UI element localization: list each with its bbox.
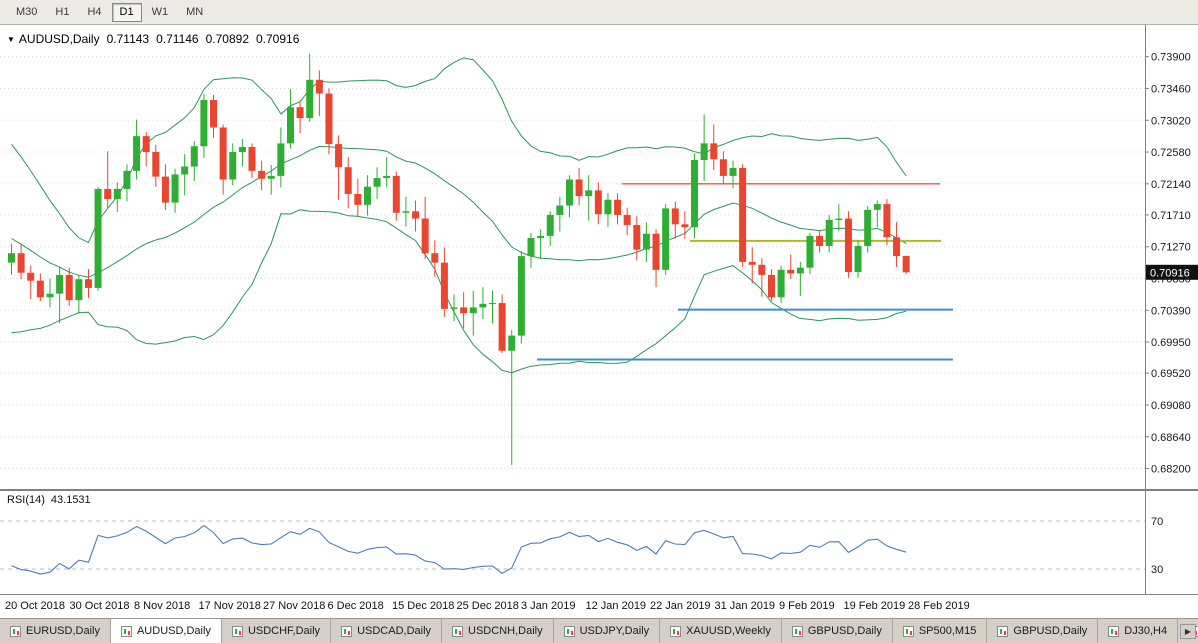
chart-tab-xauusd-weekly[interactable]: XAUUSD,Weekly [660,619,782,643]
time-axis-label: 31 Jan 2019 [714,600,776,612]
time-axis-label: 20 Oct 2018 [5,600,65,612]
mini-chart-icon [231,625,243,637]
quote-open: 0.71143 [106,32,150,46]
mini-chart-icon [902,625,914,637]
svg-text:30: 30 [1151,564,1163,576]
svg-text:0.69950: 0.69950 [1151,337,1191,349]
mini-chart-icon [1108,625,1120,637]
candles-layer [8,53,910,465]
chart-tab-gbpusd-daily[interactable]: GBPUSD,Daily [782,619,893,643]
quote-close: 0.70916 [256,32,300,46]
time-axis-label: 8 Nov 2018 [134,600,191,612]
svg-text:0.68200: 0.68200 [1151,464,1191,476]
svg-text:0.73900: 0.73900 [1151,52,1191,64]
mini-chart-icon [452,625,464,637]
time-axis-label: 9 Feb 2019 [779,600,835,612]
chart-tab-label: AUDUSD,Daily [136,625,211,637]
svg-text:0.72140: 0.72140 [1151,179,1191,191]
chart-tab-usdjpy-daily[interactable]: USDJPY,Daily [554,619,661,643]
time-axis-label: 25 Dec 2018 [456,600,519,612]
time-axis-label: 19 Feb 2019 [843,600,906,612]
chart-panel: 0.73900 0.73460 0.73020 0.72580 0.72140 0.717… [0,25,1198,643]
timeframe-button-w1[interactable]: W1 [144,3,177,22]
mini-chart-icon [563,625,575,637]
chart-tab-list: EURUSD,Daily AUDUSD,Daily USDCHF,Daily USDC… [0,619,1198,643]
time-axis-label: 17 Nov 2018 [198,600,261,612]
mini-chart-icon [120,625,132,637]
current-price-badge: 0.70916 [1146,264,1198,280]
time-axis-label: 12 Jan 2019 [585,600,647,612]
chart-tab-gbpusd-daily[interactable]: GBPUSD,Daily [987,619,1099,643]
chart-tab-label: SP500,M15 [918,625,977,637]
chart-tab-label: DJ30,H4 [1124,625,1168,637]
chart-tab-sp500-m15[interactable]: SP500,M15 [893,619,988,643]
svg-text:0.69080: 0.69080 [1151,400,1191,412]
time-axis[interactable]: 20 Oct 2018 30 Oct 2018 8 Nov 2018 17 Nov 2… [0,594,1198,618]
timeframe-button-mn[interactable]: MN [178,3,211,22]
price-scale[interactable]: 0.73900 0.73460 0.73020 0.72580 0.72140 0.717… [1145,52,1191,476]
chart-tab-label: GBPUSD,Daily [1013,625,1088,637]
svg-text:0.73020: 0.73020 [1151,115,1191,127]
timeframe-button-m30[interactable]: M30 [8,3,45,22]
svg-text:0.70390: 0.70390 [1151,305,1191,317]
quote-high: 0.71146 [156,32,199,46]
chart-tab-label: USDJPY,Daily [579,625,650,637]
timeframe-toolbar: M30 H1 H4 D1 W1 MN [0,0,1198,25]
chart-tab-dj30-h4[interactable]: DJ30,H4 [1098,619,1179,643]
rsi-line [11,524,907,575]
time-axis-label: 27 Nov 2018 [263,600,326,612]
chart-tab-eurusd-daily[interactable]: EURUSD,Daily [0,619,111,643]
mini-chart-icon [670,625,682,637]
chart-tab-label: USDCHF,Daily [247,625,321,637]
quote-low: 0.70892 [205,32,249,46]
time-axis-label: 3 Jan 2019 [521,600,576,612]
rsi-canvas[interactable]: 70 30 [0,490,1198,594]
mini-chart-icon [10,625,21,637]
svg-text:0.68640: 0.68640 [1151,432,1191,444]
chart-tab-label: XAUUSD,Weekly [686,625,771,637]
time-axis-label: 22 Jan 2019 [650,600,711,612]
chart-tab-label: USDCNH,Daily [468,625,543,637]
symbol-header: ▼ AUDUSD,Daily 0.71143 0.71146 0.70892 0.7091… [7,32,306,46]
chart-tab-audusd-daily[interactable]: AUDUSD,Daily [110,619,222,643]
chart-tab-usdchf-daily[interactable]: USDCHF,Daily [222,619,332,643]
chart-tab-usdcad-daily[interactable]: USDCAD,Daily [331,619,443,643]
svg-text:0.70916: 0.70916 [1150,267,1190,279]
timeframe-button-h1[interactable]: H1 [47,3,77,22]
rsi-value: 43.1531 [50,494,91,506]
rsi-label: RSI(14) [7,494,45,506]
svg-text:0.71270: 0.71270 [1151,242,1191,254]
symbol-title: AUDUSD,Daily [18,32,100,46]
chart-tab-label: USDCAD,Daily [357,625,432,637]
timeframe-button-h4[interactable]: H4 [79,3,109,22]
chart-tab-label: EURUSD,Daily [26,625,100,637]
mini-chart-icon [997,625,1009,637]
time-axis-label: 6 Dec 2018 [327,600,384,612]
time-axis-label: 28 Feb 2019 [908,600,970,612]
svg-text:0.72580: 0.72580 [1151,147,1191,159]
svg-text:70: 70 [1151,516,1163,528]
chart-tab-label: GBPUSD,Daily [807,625,882,637]
rsi-header: RSI(14) 43.1531 [7,494,97,506]
svg-text:0.73460: 0.73460 [1151,83,1191,95]
mini-chart-icon [341,625,353,637]
chart-tab-bar: EURUSD,Daily AUDUSD,Daily USDCHF,Daily USDC… [0,618,1198,643]
bollinger-bands [11,57,907,374]
tab-scroll-right-button[interactable]: ▶ [1180,624,1196,639]
symbol-dropdown-icon[interactable]: ▼ [7,35,15,44]
timeframe-button-d1[interactable]: D1 [111,2,142,22]
mini-chart-icon [791,625,803,637]
chart-tab-usdcnh-daily[interactable]: USDCNH,Daily [442,619,554,643]
price-gridlines [0,56,1145,470]
svg-text:0.69520: 0.69520 [1151,368,1191,380]
svg-text:0.71710: 0.71710 [1151,210,1191,222]
time-axis-label: 30 Oct 2018 [69,600,130,612]
time-axis-label: 15 Dec 2018 [392,600,455,612]
main-chart-canvas[interactable]: 0.73900 0.73460 0.73020 0.72580 0.72140 0.717… [0,25,1198,490]
